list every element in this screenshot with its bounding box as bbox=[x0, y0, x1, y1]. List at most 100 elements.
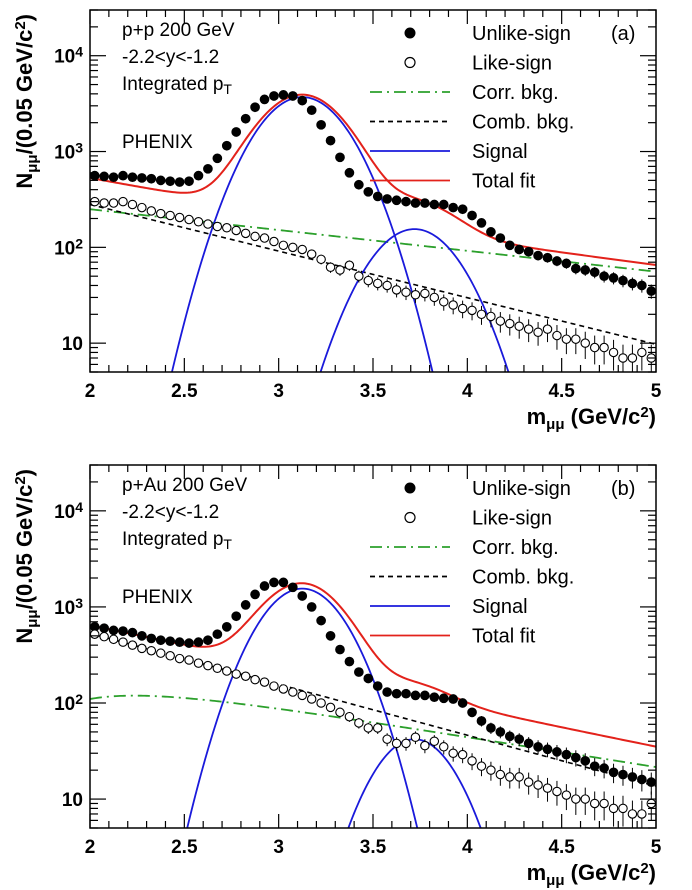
panel-b-unlike-sign-point bbox=[127, 627, 138, 638]
panel-a-like-sign-point bbox=[174, 212, 185, 223]
panel-a-y-axis-title: Nμμ/(0.05 GeV/c2) bbox=[12, 14, 41, 189]
panel-a-unlike-sign-point bbox=[580, 264, 591, 276]
panel-b-unlike-sign-point bbox=[486, 722, 496, 734]
panel-b-unlike-sign-point bbox=[250, 589, 260, 600]
panel-b-x-tick-label: 3.5 bbox=[360, 837, 387, 858]
panel-a-unlike-sign-point bbox=[627, 277, 638, 291]
panel-b-x-axis-title: mμμ (GeV/c2) bbox=[527, 860, 656, 889]
panel-b-unlike-sign-point bbox=[193, 637, 204, 647]
panel-a-like-sign-point bbox=[259, 233, 270, 243]
panel-a-like-sign-point bbox=[354, 270, 364, 283]
panel-b-unlike-sign-point bbox=[165, 636, 176, 647]
panel-b-like-sign-point bbox=[137, 643, 147, 654]
panel-b-unlike-sign-point bbox=[212, 629, 223, 640]
panel-a-like-sign-point bbox=[429, 290, 440, 306]
panel-b-like-sign-point bbox=[429, 735, 440, 749]
panel-b-like-sign-point bbox=[476, 758, 487, 777]
panel-a-unlike-sign-point bbox=[429, 199, 440, 210]
panel-a-like-sign-point bbox=[382, 279, 392, 293]
panel-a-legend-item: Signal bbox=[370, 141, 528, 163]
panel-b-unlike-sign-point bbox=[316, 615, 326, 626]
panel-a-like-sign-point bbox=[448, 297, 458, 315]
panel-b-like-sign-point bbox=[372, 722, 383, 734]
panel-a-unlike-sign-point bbox=[542, 252, 553, 263]
panel-a-like-sign-point bbox=[401, 285, 411, 301]
panel-b-legend-label: Corr. bkg. bbox=[472, 537, 559, 559]
panel-b-unlike-sign-point bbox=[467, 707, 477, 718]
panel-b-like-sign-point bbox=[240, 671, 251, 681]
panel-b-like-sign-point bbox=[514, 767, 524, 789]
panel-a-like-sign-point bbox=[335, 264, 345, 276]
panel-a-like-sign-point bbox=[269, 236, 279, 247]
panel-a-signal-psi2s-curve bbox=[319, 228, 510, 372]
panel-b-y-axis-title: Nμμ/(0.05 GeV/c2) bbox=[12, 469, 41, 644]
panel-b-unlike-sign-point bbox=[118, 626, 128, 636]
panel-a-unlike-sign-point bbox=[269, 91, 279, 101]
panel-b-unlike-sign-point bbox=[184, 638, 194, 648]
panel-b-like-sign-point bbox=[259, 677, 270, 687]
panel-a-legend-label: Signal bbox=[472, 141, 528, 163]
panel-a-unlike-sign-point bbox=[316, 119, 326, 130]
panel-a-unlike-sign-point bbox=[514, 244, 525, 255]
panel-b-unlike-sign-point bbox=[552, 744, 562, 761]
panel-b-x-tick-label: 4 bbox=[462, 837, 473, 858]
legend-filled-marker bbox=[404, 482, 416, 494]
panel-b-like-sign-point bbox=[571, 787, 581, 815]
panel-a-pt-label: Integrated pT bbox=[122, 74, 232, 97]
panel-a-legend-item: Total fit bbox=[370, 171, 536, 193]
panel-a-like-sign-point bbox=[627, 344, 638, 372]
panel-a-like-sign-point bbox=[589, 335, 600, 365]
panel-a-unlike-sign-point bbox=[165, 176, 176, 187]
panel-a-unlike-sign-point bbox=[646, 284, 657, 299]
panel-b-like-sign-point bbox=[89, 629, 100, 639]
panel-b-like-sign-point bbox=[542, 777, 553, 802]
panel-b-unlike-sign-point bbox=[646, 772, 657, 795]
panel-b-unlike-sign-point bbox=[410, 690, 421, 701]
panel-a-like-sign-point bbox=[297, 244, 307, 255]
panel-b-unlike-sign-point bbox=[99, 623, 109, 634]
panel-b-y-tick-label: 10 bbox=[62, 790, 83, 811]
panel-b-like-sign-point bbox=[618, 795, 628, 827]
panel-a-like-sign-point bbox=[118, 196, 128, 207]
panel-b-like-sign-point bbox=[212, 663, 223, 673]
legend-open-marker bbox=[404, 56, 416, 69]
panel-a-unlike-sign-point bbox=[325, 135, 336, 146]
panel-a-unlike-sign-point bbox=[457, 204, 468, 215]
panel-a-legend-item: Comb. bkg. bbox=[370, 112, 574, 134]
panel-b-unlike-sign-point bbox=[627, 767, 638, 789]
panel-b-like-sign-point bbox=[306, 694, 317, 704]
panel-b-legend-label: Unlike-sign bbox=[472, 478, 571, 500]
panel-a-unlike-sign-point bbox=[467, 210, 477, 221]
panel-b-like-sign-point bbox=[118, 637, 128, 647]
panel-a-x-tick-label: 3.5 bbox=[360, 381, 387, 402]
panel-b-x-tick-label: 5 bbox=[651, 837, 662, 858]
panel-a-total-fit-curve bbox=[90, 93, 656, 266]
panel-b-unlike-sign-point bbox=[618, 765, 628, 786]
panel-a-like-sign-point bbox=[108, 198, 119, 208]
panel-a-like-sign-point bbox=[316, 254, 326, 265]
panel-a-unlike-sign-point bbox=[589, 266, 600, 279]
panel-a-unlike-sign-point bbox=[438, 199, 449, 210]
panel-a-like-sign-point bbox=[372, 277, 383, 291]
panel-b-like-sign-point bbox=[184, 655, 194, 665]
panel-a-unlike-sign-point bbox=[448, 202, 459, 213]
panel-b-unlike-sign-point bbox=[504, 730, 515, 744]
panel-a-unlike-sign-point bbox=[335, 152, 345, 163]
panel-a-unlike-sign-point bbox=[146, 173, 157, 184]
panel-b-unlike-sign-point bbox=[420, 690, 430, 701]
panel-a-like-sign-point bbox=[212, 221, 223, 232]
panel-a-y-tick-label: 103 bbox=[54, 140, 83, 164]
panel-a-x-tick-label: 5 bbox=[651, 381, 662, 402]
panel-b-like-sign-point bbox=[174, 653, 185, 664]
panel-b-like-sign-point bbox=[203, 660, 213, 671]
panel-b-y-tick-label: 104 bbox=[54, 499, 83, 523]
panel-a-like-sign-point bbox=[571, 328, 581, 355]
panel-b-unlike-sign-point bbox=[269, 577, 279, 588]
panel-a-like-sign-point bbox=[99, 198, 109, 208]
panel-b: 2 2.5 3 3.5 4 4.5 5 10 102 103 104 Unlike-sign Like… bbox=[12, 464, 662, 889]
panel-a-like-sign-point bbox=[476, 305, 487, 325]
panel-a-like-sign-point bbox=[457, 300, 468, 319]
panel-b-unlike-sign-point bbox=[297, 591, 308, 601]
panel-b-unlike-sign-point bbox=[476, 716, 487, 727]
panel-b-like-sign-point bbox=[627, 800, 638, 828]
